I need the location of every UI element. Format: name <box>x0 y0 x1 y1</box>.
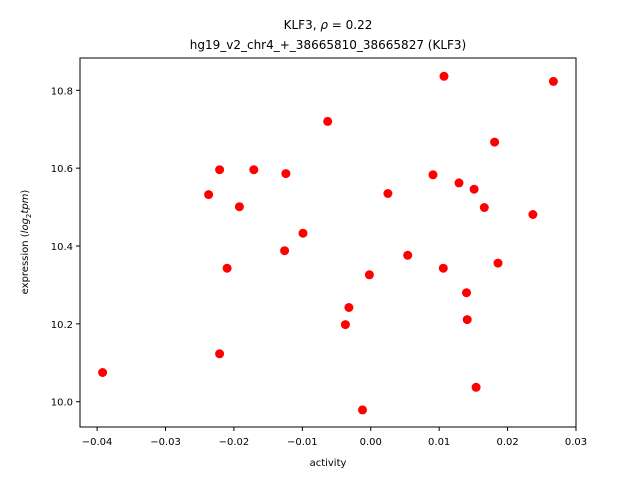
data-point-13 <box>344 303 354 312</box>
y-axis-label: expression (log2tpm) <box>20 190 33 295</box>
data-point-10 <box>298 228 308 238</box>
x-tick-label-2: −0.02 <box>219 437 250 448</box>
data-point-15 <box>364 270 374 280</box>
data-point-27 <box>490 137 500 147</box>
x-tick-label-5: 0.01 <box>428 437 450 448</box>
data-point-1 <box>98 368 108 377</box>
data-point-8 <box>280 246 290 256</box>
data-point-9 <box>281 169 291 179</box>
y-tick-label-1: 10.2 <box>51 320 73 331</box>
x-tick-label-4: 0.00 <box>360 437 382 448</box>
x-tick-label-1: −0.03 <box>150 437 181 448</box>
x-axis-label: activity <box>310 458 347 469</box>
data-point-4 <box>215 349 225 359</box>
data-point-6 <box>234 202 244 212</box>
x-tick-label-7: 0.03 <box>565 437 587 448</box>
y-axis-ticks: 10.0 10.2 10.4 10.6 10.8 <box>51 86 80 409</box>
data-point-28 <box>493 258 503 268</box>
data-point-22 <box>462 288 471 298</box>
data-point-7 <box>249 165 259 175</box>
data-point-20 <box>439 71 449 81</box>
data-point-29 <box>528 210 538 219</box>
data-point-11 <box>323 116 333 126</box>
data-point-25 <box>471 382 481 392</box>
points-layer <box>98 71 558 415</box>
data-point-30 <box>548 76 558 86</box>
x-tick-label-3: −0.01 <box>287 437 318 448</box>
x-tick-label-0: −0.04 <box>82 437 113 448</box>
data-point-26 <box>479 203 489 212</box>
data-point-19 <box>438 263 448 273</box>
data-point-5 <box>222 263 232 273</box>
chart-title-line1: KLF3, ρ = 0.22 <box>284 18 373 32</box>
data-point-23 <box>462 315 472 325</box>
data-point-16 <box>383 189 393 198</box>
y-tick-label-4: 10.8 <box>51 86 73 97</box>
data-point-17 <box>403 250 413 260</box>
x-tick-label-6: 0.02 <box>496 437 518 448</box>
y-tick-label-2: 10.4 <box>51 242 73 253</box>
data-point-12 <box>340 320 350 330</box>
y-tick-label-0: 10.0 <box>51 398 73 409</box>
data-point-3 <box>215 165 225 175</box>
y-tick-label-3: 10.6 <box>51 164 73 175</box>
data-point-14 <box>358 405 367 415</box>
data-point-18 <box>428 170 438 180</box>
data-point-24 <box>469 184 479 194</box>
plot-frame <box>79 57 577 428</box>
data-point-2 <box>204 190 214 200</box>
chart-title-line2: hg19_v2_chr4_+_38665810_38665827 (KLF3) <box>190 38 466 52</box>
x-axis-ticks: −0.04 −0.03 −0.02 −0.01 0.00 0.01 0.02 0.03 <box>82 427 587 448</box>
data-point-21 <box>454 178 464 188</box>
